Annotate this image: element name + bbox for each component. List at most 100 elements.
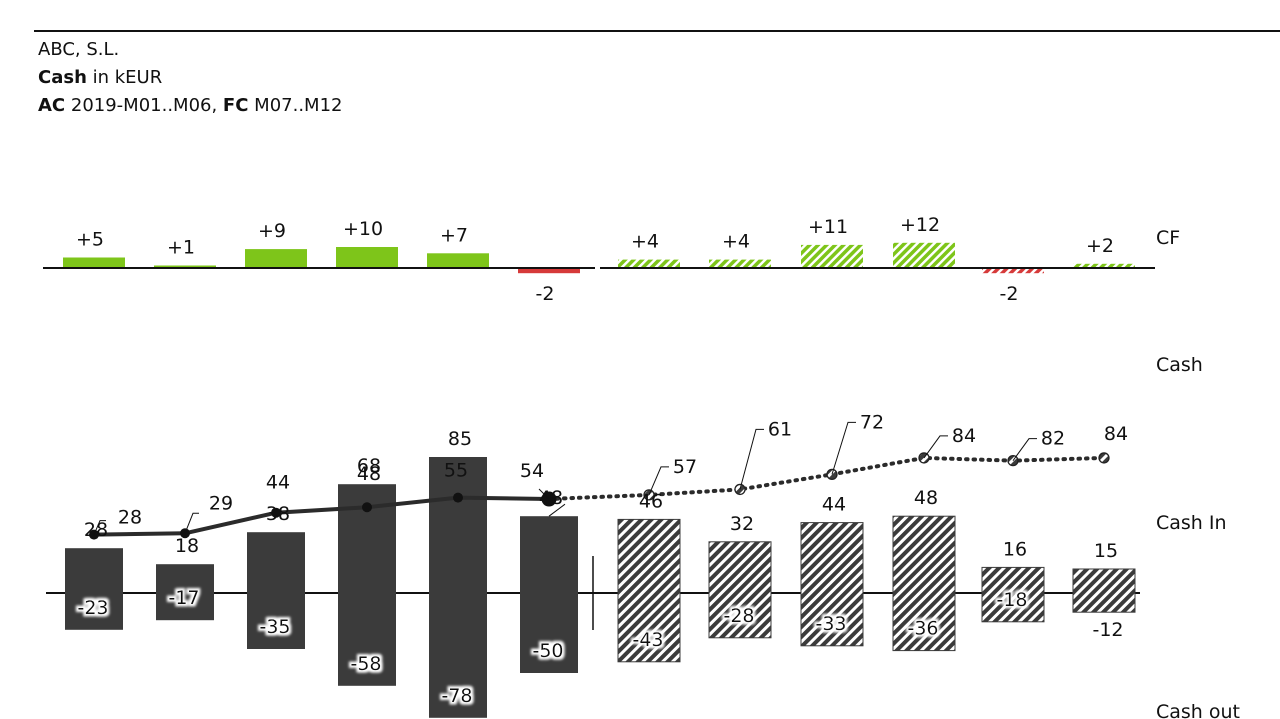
- cash-out-label: -12: [1092, 619, 1123, 641]
- period-line: AC 2019-M01..M06, FC M07..M12: [38, 92, 342, 120]
- cash-in-label: 44: [822, 494, 846, 516]
- cash-line-label: 72: [860, 411, 884, 433]
- cash-point: [453, 492, 463, 503]
- cf-value-label: +5: [76, 229, 104, 251]
- cf-value-label: +11: [808, 216, 848, 238]
- cash-line-label: 44: [266, 472, 290, 494]
- cash-in-m06-leader: [548, 503, 566, 517]
- cash-label-leader: [923, 435, 948, 459]
- cf-value-label: +2: [1086, 235, 1114, 257]
- cash-point: [1098, 452, 1110, 464]
- cf-value-label: +4: [631, 231, 659, 253]
- cash-out-label: -78: [441, 685, 472, 707]
- cash-label-leader: [648, 466, 669, 496]
- row-label-cash-in: Cash In: [1156, 512, 1227, 534]
- cf-bar: [1073, 263, 1135, 268]
- cash-in-label: 38: [266, 503, 290, 525]
- measure-line: Cash in kEUR: [38, 64, 342, 92]
- cf-bar: [518, 269, 580, 274]
- cash-line-label: 28: [118, 507, 142, 529]
- cash-out-label: -28: [723, 605, 754, 627]
- cash-out-label: -36: [907, 618, 938, 640]
- cash-line-label: 57: [673, 456, 697, 478]
- cash-bar: [338, 484, 396, 686]
- cash-line-label: 61: [768, 418, 792, 440]
- cash-label-leader: [538, 488, 550, 500]
- cash-point: [271, 507, 281, 518]
- cash-line-label: 82: [1041, 428, 1065, 450]
- cash-line-actual: [93, 495, 550, 537]
- cash-in-label: 16: [1003, 538, 1027, 560]
- cash-out-label: -33: [815, 613, 846, 635]
- cash-out-label: -35: [259, 616, 290, 638]
- cash-label-leader: [739, 428, 764, 490]
- cash-in-label: 32: [730, 513, 754, 535]
- cf-value-label: -2: [536, 283, 555, 305]
- cash-bar: [156, 564, 214, 621]
- cf-bar: [427, 253, 489, 268]
- cf-bar: [154, 265, 216, 268]
- cash-in-label: 15: [1094, 540, 1118, 562]
- cash-line-label: 54: [520, 460, 544, 482]
- row-label-cash: Cash: [1156, 354, 1203, 376]
- cash-in-label: 18: [175, 535, 199, 557]
- cash-label-leader: [831, 421, 856, 475]
- cf-bar: [336, 247, 398, 268]
- cash-label-leader: [93, 520, 106, 535]
- label-layer: 28 18 38 68 85 48 46 32 44 48 16 15 -23 -17 -35 -58 -78 -…: [77, 411, 1128, 706]
- measure-rest: in kEUR: [86, 67, 163, 88]
- cash-bar: [520, 516, 578, 673]
- measure-bold: Cash: [38, 67, 87, 88]
- row-label-cf: CF: [1156, 227, 1180, 249]
- cf-layer: +5 +1 +9 +10 +7 -2 +4 +4 +11 +12 -2 +2: [63, 214, 1135, 305]
- cash-in-label: 68: [357, 455, 381, 477]
- cash-in-label: 48: [914, 487, 938, 509]
- cash-point: [362, 502, 372, 513]
- cash-in-label: 46: [639, 490, 663, 512]
- cash-out-label: -23: [77, 597, 108, 619]
- cf-value-label: +1: [167, 237, 195, 259]
- cf-value-label: +7: [440, 224, 468, 246]
- cf-value-label: +12: [900, 214, 940, 236]
- cf-bar: [893, 242, 955, 268]
- cf-value-label: -2: [1000, 283, 1019, 305]
- cash-label-leader: [1012, 438, 1037, 461]
- ac-bold: AC: [38, 95, 66, 116]
- cash-out-label: -58: [350, 653, 381, 675]
- cash-out-label: -18: [996, 589, 1027, 611]
- row-label-cash-out: Cash out: [1156, 701, 1240, 719]
- cash-line-label: 84: [952, 425, 976, 447]
- cash-bar: [981, 566, 1045, 623]
- cf-value-label: +9: [258, 220, 286, 242]
- company-name: ABC, S.L.: [38, 39, 120, 60]
- ac-rest: 2019-M01..M06,: [65, 95, 223, 116]
- cash-line-label: 55: [444, 460, 468, 482]
- cash-line-label: 48: [357, 463, 381, 485]
- cash-out-label: -17: [168, 587, 199, 609]
- cash-bar: [617, 518, 681, 663]
- cf-bar: [709, 259, 771, 268]
- cash-label-leader: [184, 512, 199, 534]
- cash-bar: [65, 548, 123, 630]
- cash-in-label: 48: [539, 487, 563, 509]
- fc-rest: M07..M12: [248, 95, 343, 116]
- cf-bar: [63, 257, 125, 268]
- cash-out-label: -43: [632, 629, 663, 651]
- cf-value-label: +4: [722, 231, 750, 253]
- cf-bar: [801, 244, 863, 268]
- line-layer: [89, 452, 1110, 540]
- fc-bold: FC: [222, 95, 249, 116]
- cash-bar: [247, 532, 305, 649]
- cash-bar: [892, 515, 956, 652]
- top-rule: [34, 30, 1280, 32]
- cash-line-label: 84: [1104, 423, 1128, 445]
- cf-bar: [245, 249, 307, 268]
- cash-line-label: 29: [209, 492, 233, 514]
- cash-bar: [1072, 568, 1136, 613]
- chart-header: ABC, S.L. Cash in kEUR AC 2019-M01..M06,…: [38, 36, 342, 120]
- cf-bar: [982, 269, 1044, 274]
- axis-layer: [43, 267, 1155, 630]
- cf-bar: [618, 259, 680, 268]
- cash-bar: [800, 522, 864, 647]
